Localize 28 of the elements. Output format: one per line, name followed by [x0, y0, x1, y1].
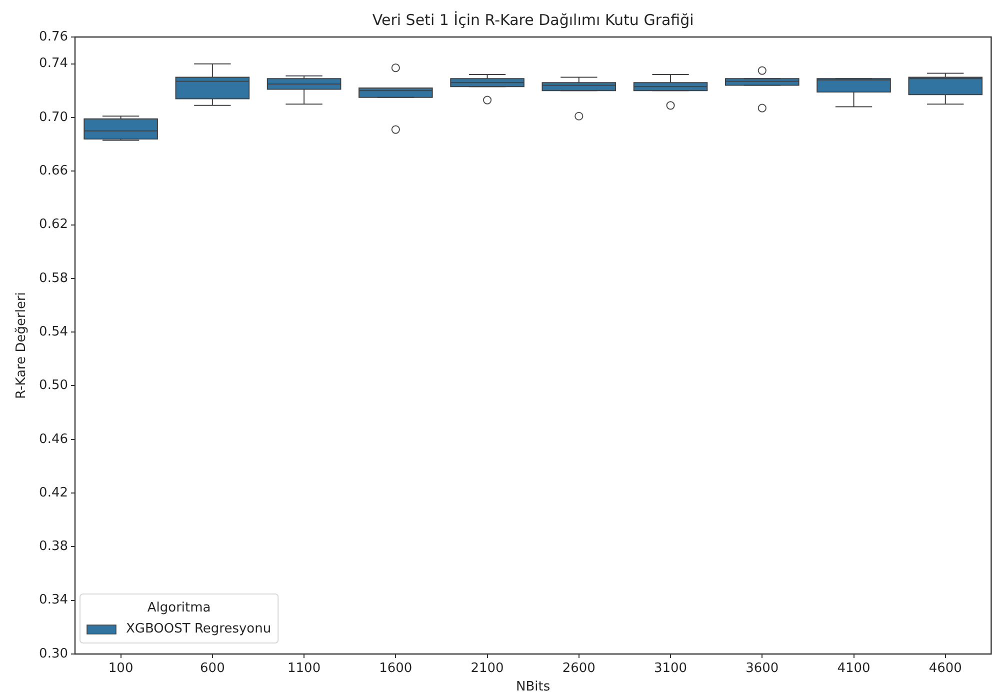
y-tick-label: 0.34 [39, 592, 68, 608]
y-tick-label: 0.62 [39, 217, 68, 232]
y-tick-label: 0.58 [39, 270, 68, 286]
y-tick-label: 0.66 [39, 164, 68, 179]
y-tick-label: 0.30 [39, 646, 68, 662]
x-tick-label: 4600 [928, 661, 962, 676]
y-tick-label: 0.50 [39, 378, 68, 394]
legend-label: XGBOOST Regresyonu [126, 621, 272, 636]
x-tick-label: 2600 [562, 661, 596, 676]
y-tick-label: 0.54 [39, 324, 68, 340]
y-axis-title: R-Kare Değerleri [14, 292, 30, 399]
y-tick-label: 0.42 [39, 485, 68, 500]
x-tick-label: 100 [108, 661, 134, 676]
x-tick-label: 2100 [470, 661, 504, 676]
y-tick-label: 0.38 [39, 539, 68, 554]
x-axis-title: NBits [516, 680, 550, 695]
x-tick-label: 3600 [746, 661, 779, 676]
x-tick-label: 1600 [379, 661, 412, 676]
x-tick-label: 4100 [837, 661, 870, 676]
x-tick-label: 1100 [288, 661, 321, 676]
y-tick-label: 0.70 [39, 110, 68, 125]
y-tick-label: 0.46 [39, 432, 68, 447]
x-tick-label: 3100 [654, 661, 688, 676]
y-tick-label: 0.74 [39, 56, 68, 72]
chart-title: Veri Seti 1 İçin R-Kare Dağılımı Kutu Grafiği [372, 10, 694, 29]
legend-title: Algoritma [147, 600, 211, 616]
y-tick-label: 0.76 [39, 29, 68, 44]
x-tick-label: 600 [200, 661, 225, 676]
